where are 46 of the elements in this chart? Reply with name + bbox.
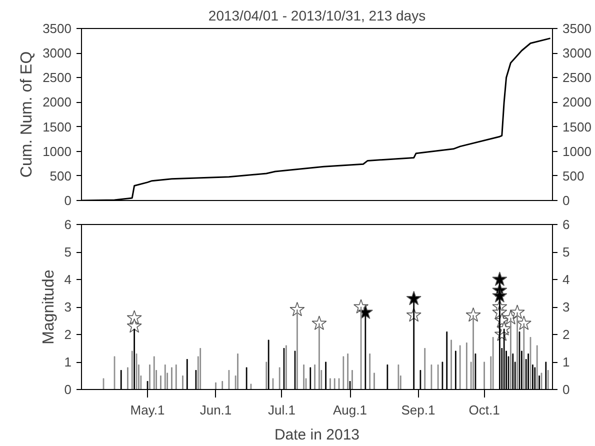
point (126, 318, 142, 333)
y2-tick-label: 4 (562, 272, 570, 287)
y-tick-label: 1 (64, 354, 72, 370)
x-tick-label: May.1 (130, 402, 165, 418)
y-tick-label: 2000 (42, 94, 72, 110)
y2-tick-label: 2000 (562, 94, 592, 110)
chart-title: 2013/04/01 - 2013/10/31, 213 days (208, 8, 426, 24)
y-tick-label: 0 (64, 382, 72, 397)
point (466, 307, 481, 322)
y-tick-label: 1000 (42, 144, 72, 159)
y2-tick-label: 3 (562, 300, 570, 314)
y2-tick-label: 1000 (562, 144, 592, 159)
x-tick-label: Sep.1 (401, 402, 436, 418)
point (290, 302, 305, 316)
x-tick-label: Jul.1 (268, 402, 296, 418)
y-tick-label: 6 (64, 217, 72, 232)
x-tick-label: Aug.1 (333, 402, 368, 418)
y2-tick-label: 0 (562, 382, 570, 397)
y2-tick-label: 1500 (562, 119, 592, 134)
y2-tick-label: 1 (562, 354, 570, 370)
y-tick-label: 2500 (42, 70, 72, 86)
x-tick-label: Oct.1 (468, 402, 500, 418)
y2-tick-label: 5 (562, 244, 570, 260)
point (312, 316, 327, 330)
y-tick-label: 2 (64, 327, 72, 342)
y2-tick-label: 0 (562, 193, 570, 208)
y-tick-label: 4 (64, 272, 72, 287)
y-tick-label: 3 (64, 300, 72, 314)
x-tick-label: Jun.1 (200, 402, 232, 418)
y2-tick-label: 2 (562, 327, 570, 342)
y-tick-label: 500 (50, 168, 72, 184)
y-tick-label: 3500 (42, 21, 72, 36)
y2-tick-label: 6 (562, 217, 570, 232)
y-axis-title: Cum. Num. of EQ (18, 51, 36, 178)
y-tick-label: 1500 (42, 119, 72, 134)
point (510, 304, 525, 319)
y2-tick-label: 3000 (562, 46, 592, 61)
point (406, 290, 422, 306)
x-axis-title: Date in 2013 (274, 426, 360, 444)
y-tick-label: 3000 (42, 46, 72, 61)
y2-tick-label: 2500 (562, 70, 592, 86)
y2-tick-label: 3500 (562, 21, 592, 36)
y-tick-label: 5 (64, 244, 72, 260)
y-axis-title: Magnitude (40, 270, 58, 344)
y2-tick-label: 500 (562, 168, 584, 184)
y-tick-label: 0 (64, 193, 72, 208)
